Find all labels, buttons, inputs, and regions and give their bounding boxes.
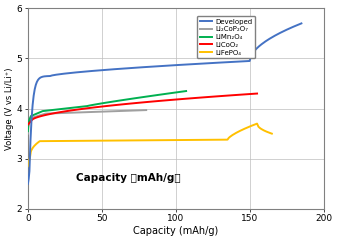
Text: Capacity （mAh/g）: Capacity （mAh/g）	[76, 173, 181, 183]
X-axis label: Capacity (mAh/g): Capacity (mAh/g)	[133, 226, 218, 236]
Legend: Developed, Li₂CoP₂O₇, LiMn₂O₄, LiCoO₂, LiFePO₄: Developed, Li₂CoP₂O₇, LiMn₂O₄, LiCoO₂, L…	[197, 16, 255, 58]
Y-axis label: Voltage (V vs Li/Li⁺): Voltage (V vs Li/Li⁺)	[5, 67, 14, 150]
